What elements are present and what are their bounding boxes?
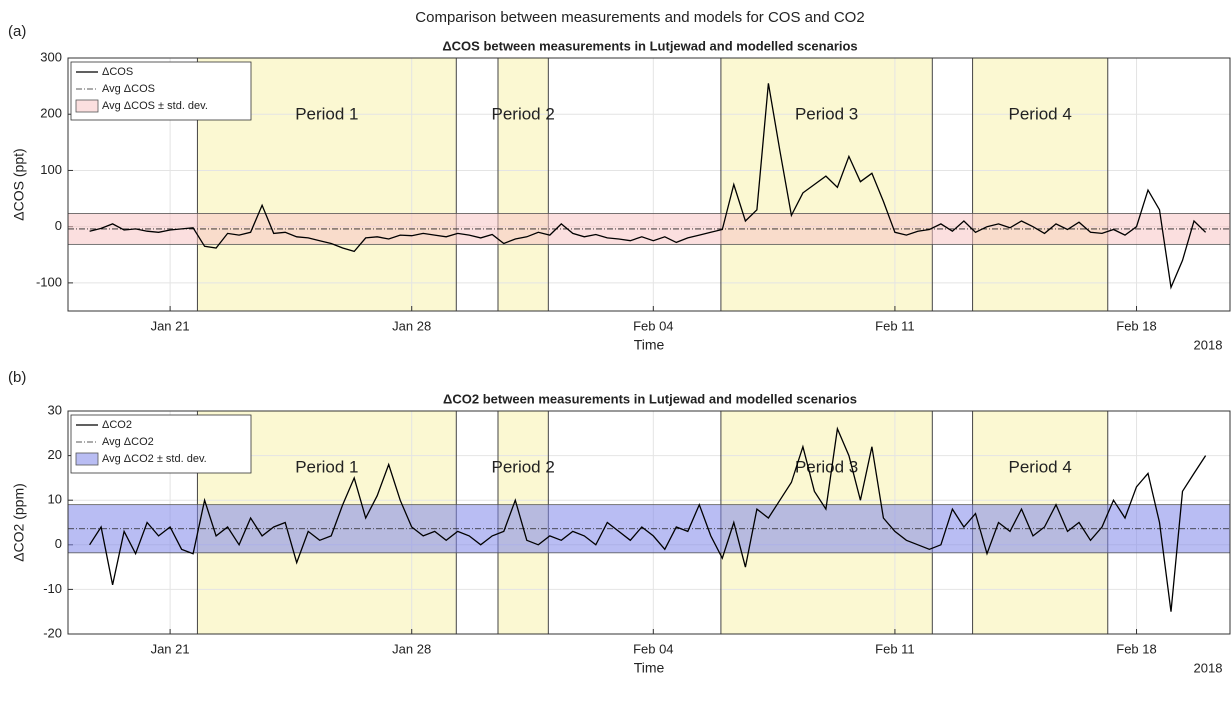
y-tick-label: 0 <box>55 218 62 233</box>
legend-swatch <box>75 99 99 113</box>
data-line <box>89 426 1207 612</box>
y-tick-label: 30 <box>48 402 62 417</box>
period-shade <box>497 58 549 311</box>
legend-swatch <box>75 452 99 466</box>
legend-label: Avg ΔCOS ± std. dev. <box>102 100 208 112</box>
x-tick-label: Feb 11 <box>875 641 915 656</box>
x-axis-label: Time <box>634 337 665 353</box>
x-tick-label: Feb 04 <box>633 318 673 333</box>
legend: ΔCOS Avg ΔCOS Avg ΔCOS ± std. dev. <box>70 61 252 121</box>
y-tick-label: -20 <box>43 625 62 640</box>
legend-box <box>70 414 252 474</box>
legend: ΔCO2 Avg ΔCO2 Avg ΔCO2 ± std. dev. <box>70 414 252 474</box>
year-label: 2018 <box>1194 337 1223 352</box>
period-label: Period 3 <box>795 104 858 123</box>
period-label: Period 4 <box>1009 104 1072 123</box>
plot-frame <box>67 410 1231 635</box>
y-axis-label: ΔCOS (ppt) <box>11 148 27 220</box>
plot-frame <box>67 57 1231 312</box>
data-line <box>89 83 1207 290</box>
period-label: Period 1 <box>295 104 358 123</box>
chart-title: ΔCOS between measurements in Lutjewad an… <box>442 38 857 53</box>
period-label: Period 4 <box>1009 457 1072 476</box>
legend-label: Avg ΔCOS <box>102 83 155 95</box>
chart-title: ΔCO2 between measurements in Lutjewad an… <box>443 391 857 406</box>
x-tick-label: Feb 18 <box>1116 641 1156 656</box>
period-shade <box>972 58 1108 311</box>
y-tick-label: 300 <box>40 49 62 64</box>
y-tick-label: 20 <box>48 447 62 462</box>
panel-label: (a) <box>8 23 26 40</box>
legend-label: ΔCOS <box>102 66 133 78</box>
y-tick-label: 200 <box>40 106 62 121</box>
y-tick-label: -10 <box>43 581 62 596</box>
x-tick-label: Feb 04 <box>633 641 673 656</box>
period-label: Period 2 <box>492 457 555 476</box>
y-tick-label: 0 <box>55 536 62 551</box>
x-tick-label: Jan 28 <box>392 641 431 656</box>
period-label: Period 1 <box>295 457 358 476</box>
period-label: Period 3 <box>795 457 858 476</box>
y-axis-label: ΔCO2 (ppm) <box>11 483 27 562</box>
figure-title: Comparison between measurements and mode… <box>415 9 864 26</box>
y-tick-label: 100 <box>40 162 62 177</box>
x-tick-label: Jan 28 <box>392 318 431 333</box>
x-tick-label: Jan 21 <box>151 641 190 656</box>
x-tick-label: Feb 18 <box>1116 318 1156 333</box>
legend-label: ΔCO2 <box>102 419 132 431</box>
year-label: 2018 <box>1194 660 1223 675</box>
legend-label: Avg ΔCO2 ± std. dev. <box>102 453 207 465</box>
x-tick-label: Feb 11 <box>875 318 915 333</box>
legend-box <box>70 61 252 121</box>
y-tick-label: 10 <box>48 492 62 507</box>
y-tick-label: -100 <box>36 274 62 289</box>
period-label: Period 2 <box>492 104 555 123</box>
x-axis-label: Time <box>634 660 665 676</box>
period-shade <box>720 58 933 311</box>
panel-label: (b) <box>8 369 26 386</box>
x-tick-label: Jan 21 <box>151 318 190 333</box>
legend-label: Avg ΔCO2 <box>102 436 154 448</box>
